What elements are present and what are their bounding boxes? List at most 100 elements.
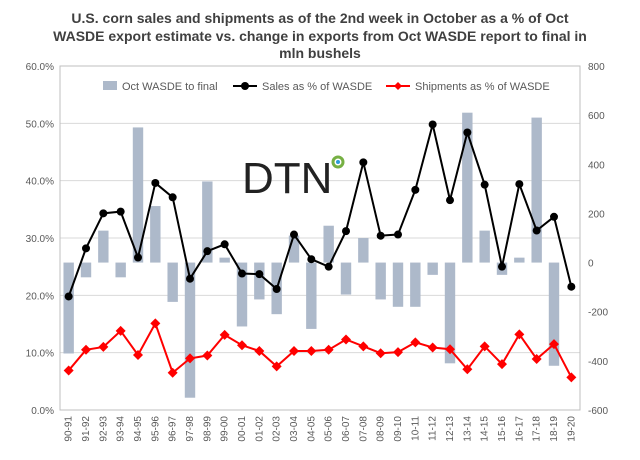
x-tick-label: 13-14 [462, 416, 473, 442]
sales-marker [238, 269, 246, 278]
y-left-tick-label: 50.0% [26, 119, 54, 130]
shipments-marker [185, 353, 195, 364]
bar-series [63, 112, 560, 398]
x-tick-label: 11-12 [428, 416, 439, 441]
bar [132, 127, 144, 263]
sales-marker [290, 230, 298, 239]
shipments-marker [115, 325, 126, 336]
legend-label-sales: Sales as % of WASDE [262, 81, 372, 93]
shipments-marker [531, 353, 542, 364]
sales-marker [550, 212, 558, 221]
legend-swatch-bars [103, 81, 117, 90]
shipments-marker [514, 329, 525, 340]
sales-marker [532, 226, 541, 235]
sales-marker [203, 247, 212, 256]
bar [548, 262, 560, 366]
legend-marker-sales [241, 82, 249, 90]
shipments-marker [566, 372, 577, 383]
bar [358, 238, 369, 263]
shipments-marker [445, 344, 455, 355]
x-tick-label: 14-15 [480, 416, 491, 442]
bar [323, 225, 334, 263]
legend: Oct WASDE to final Sales as % of WASDE Shi… [103, 81, 550, 93]
sales-line [67, 124, 573, 297]
x-tick-label: 16-17 [514, 416, 525, 442]
shipments-marker [410, 337, 421, 348]
x-tick-label: 17-18 [532, 416, 543, 442]
sales-marker [186, 274, 194, 283]
bar [219, 257, 230, 263]
sales-marker [463, 128, 472, 137]
x-tick-label: 09-10 [393, 416, 404, 442]
bar [202, 181, 213, 263]
shipments-marker [219, 329, 230, 340]
plot-frame [59, 65, 581, 411]
bar [427, 262, 438, 275]
bar [167, 262, 178, 302]
shipments-marker [375, 348, 386, 359]
x-tick-label: 06-07 [341, 416, 352, 442]
sales-marker [64, 292, 73, 301]
shipments-marker [479, 341, 490, 352]
sales-marker [567, 282, 576, 291]
bar [184, 262, 196, 398]
y-right-tick-label: 0 [588, 259, 594, 270]
bar [63, 262, 74, 354]
shipments-marker [341, 334, 351, 345]
y-right-tick-label: 800 [588, 62, 605, 73]
sales-marker [359, 158, 368, 167]
x-tick-label: 12-13 [445, 416, 456, 442]
line-series [63, 120, 577, 383]
axes: 0.0% 10.0% 20.0% 30.0% 40.0% 50.0% 60.0% -600 -4… [26, 62, 609, 442]
sales-marker [376, 231, 385, 240]
x-tick-label: 18-19 [549, 416, 560, 442]
sales-marker [168, 193, 177, 202]
x-tick-label: 93-94 [116, 416, 127, 442]
x-tick-label: 03-04 [289, 416, 300, 442]
dtn-logo-ring [331, 155, 345, 169]
y-left-tick-label: 30.0% [26, 234, 54, 245]
x-tick-label: 91-92 [81, 416, 92, 442]
x-tick-label: 01-02 [254, 416, 265, 442]
x-tick-label: 02-03 [272, 416, 283, 442]
shipments-marker [237, 340, 247, 351]
bar [98, 230, 109, 263]
y-right-tick-label: 200 [588, 209, 605, 220]
y-left-tick-label: 0.0% [31, 406, 54, 417]
y-right-tick-label: -600 [588, 406, 608, 417]
bar [531, 117, 542, 263]
dtn-logo-ring-inner [336, 160, 340, 164]
bar [410, 262, 421, 307]
y-left-tick-label: 40.0% [26, 177, 54, 188]
bar [236, 262, 248, 327]
legend-label-shipments: Shipments as % of WASDE [415, 81, 550, 93]
x-tick-label: 97-98 [185, 416, 196, 442]
x-tick-label: 92-93 [98, 416, 109, 442]
y-right-tick-label: 400 [588, 160, 605, 171]
sales-marker [480, 180, 489, 189]
shipments-marker [271, 361, 282, 372]
sales-marker [411, 185, 420, 194]
shipments-marker [358, 341, 369, 352]
shipments-marker [549, 339, 559, 350]
x-tick-label: 96-97 [168, 416, 179, 442]
y-left-tick-label: 60.0% [26, 62, 54, 73]
shipments-marker [150, 318, 161, 329]
y-right-tick-label: 600 [588, 111, 605, 122]
x-tick-label: 94-95 [133, 416, 144, 442]
legend-label-bars: Oct WASDE to final [122, 81, 218, 93]
dtn-logo: DTN [242, 154, 345, 203]
shipments-marker [254, 345, 265, 356]
x-tick-label: 08-09 [376, 416, 387, 442]
y-right-tick-label: -400 [588, 357, 608, 368]
sales-marker [307, 255, 316, 264]
y-left-tick-label: 10.0% [26, 349, 54, 360]
x-tick-label: 90-91 [64, 416, 75, 442]
x-tick-label: 19-20 [566, 416, 577, 442]
x-tick-label: 10-11 [410, 416, 421, 441]
shipments-marker [63, 365, 74, 376]
bar [340, 262, 352, 295]
dtn-logo-text: DTN [242, 154, 332, 203]
